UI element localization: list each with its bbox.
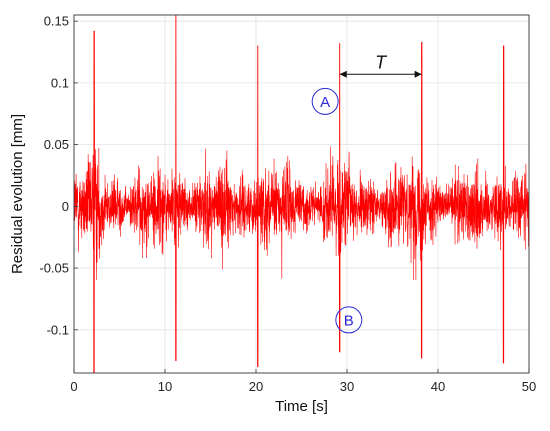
y-tick-label: 0.05 — [44, 137, 69, 152]
period-arrowhead-left — [339, 70, 347, 78]
annotation-circle-b — [335, 306, 363, 334]
y-tick-label: -0.05 — [39, 261, 69, 276]
x-tick-label: 0 — [70, 379, 77, 394]
plot-frame — [73, 14, 530, 374]
period-arrowhead-right — [414, 70, 422, 78]
y-tick-label: 0.1 — [51, 75, 69, 90]
y-axis-title: Residual evolution [mm] — [9, 114, 26, 274]
annotation-circle-a — [311, 87, 339, 115]
residual-signal-line — [74, 15, 529, 373]
x-tick-label: 50 — [522, 379, 536, 394]
x-tick-label: 40 — [431, 379, 445, 394]
x-tick-label: 30 — [340, 379, 354, 394]
x-tick-label: 20 — [249, 379, 263, 394]
y-tick-label: 0 — [62, 199, 69, 214]
annotation-label-a: A — [320, 94, 330, 111]
x-tick-label: 10 — [158, 379, 172, 394]
annotation-label-b: B — [344, 312, 354, 329]
y-tick-label: -0.1 — [47, 322, 69, 337]
axis-ticks: 0 10 20 30 40 50 -0.1 -0.05 0 0.05 0.1 0.15 — [39, 14, 536, 394]
annotations: A B T — [311, 52, 422, 334]
period-label: T — [375, 52, 388, 72]
x-axis-title: Time [s] — [275, 398, 328, 415]
y-tick-label: 0.15 — [44, 14, 69, 29]
signal-layer — [74, 15, 529, 373]
